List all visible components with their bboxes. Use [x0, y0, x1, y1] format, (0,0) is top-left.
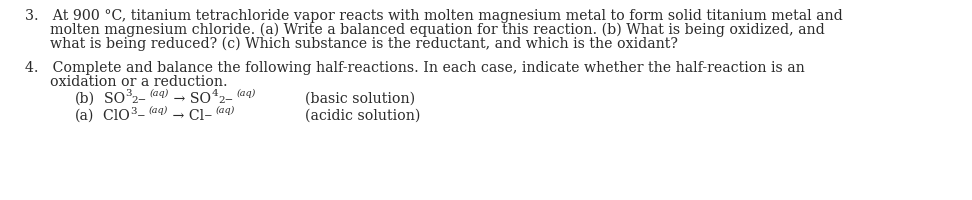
Text: −: −: [137, 112, 145, 121]
Text: (aq): (aq): [216, 105, 235, 115]
Text: → Cl: → Cl: [167, 108, 204, 122]
Text: 4: 4: [211, 89, 218, 98]
Text: (basic solution): (basic solution): [305, 92, 415, 105]
Text: 3: 3: [125, 89, 132, 98]
Text: (aq): (aq): [149, 105, 167, 115]
Text: −: −: [204, 112, 212, 121]
Text: 2−: 2−: [218, 95, 233, 104]
Text: molten magnesium chloride. (a) Write a balanced equation for this reaction. (b) : molten magnesium chloride. (a) Write a b…: [50, 23, 825, 37]
Text: (aq): (aq): [236, 89, 256, 98]
Text: SO: SO: [95, 92, 125, 105]
Text: (aq): (aq): [150, 89, 169, 98]
Text: what is being reduced? (c) Which substance is the reductant, and which is the ox: what is being reduced? (c) Which substan…: [50, 37, 677, 51]
Text: ClO: ClO: [94, 108, 130, 122]
Text: 3. At 900 °C, titanium tetrachloride vapor reacts with molten magnesium metal to: 3. At 900 °C, titanium tetrachloride vap…: [25, 9, 843, 23]
Text: 4. Complete and balance the following half-reactions. In each case, indicate whe: 4. Complete and balance the following ha…: [25, 61, 805, 75]
Text: 3: 3: [130, 106, 137, 115]
Text: (a): (a): [75, 108, 94, 122]
Text: oxidation or a reduction.: oxidation or a reduction.: [50, 75, 227, 89]
Text: (acidic solution): (acidic solution): [305, 108, 420, 122]
Text: (b): (b): [75, 92, 95, 105]
Text: 2−: 2−: [132, 95, 147, 104]
Text: → SO: → SO: [169, 92, 211, 105]
